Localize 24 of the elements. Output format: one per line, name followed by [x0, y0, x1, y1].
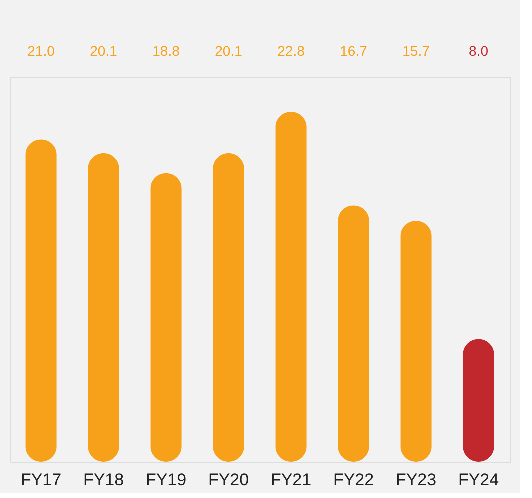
data-label: 22.8 [278, 43, 306, 59]
data-label: 15.7 [402, 43, 430, 59]
data-label: 20.1 [215, 43, 243, 59]
bar [213, 153, 244, 462]
bar [463, 339, 494, 462]
bar [276, 112, 307, 462]
x-tick-label: FY19 [146, 470, 187, 490]
x-tick-label: FY23 [396, 470, 437, 490]
data-label: 20.1 [90, 43, 118, 59]
x-tick-label: FY17 [20, 470, 62, 490]
x-tick-label: FY24 [458, 470, 500, 490]
bar [338, 206, 370, 462]
data-label: 16.7 [340, 43, 368, 59]
bar [400, 220, 432, 462]
bar [150, 173, 182, 462]
x-tick-label: FY20 [208, 470, 250, 490]
data-label: 21.0 [28, 43, 56, 59]
bar [88, 153, 120, 462]
data-label: 8.0 [469, 43, 489, 59]
x-tick-label: FY18 [83, 470, 124, 490]
bar [26, 140, 57, 462]
data-label: 18.8 [152, 43, 180, 59]
x-tick-label: FY21 [270, 470, 312, 490]
x-tick-label: FY22 [333, 470, 374, 490]
